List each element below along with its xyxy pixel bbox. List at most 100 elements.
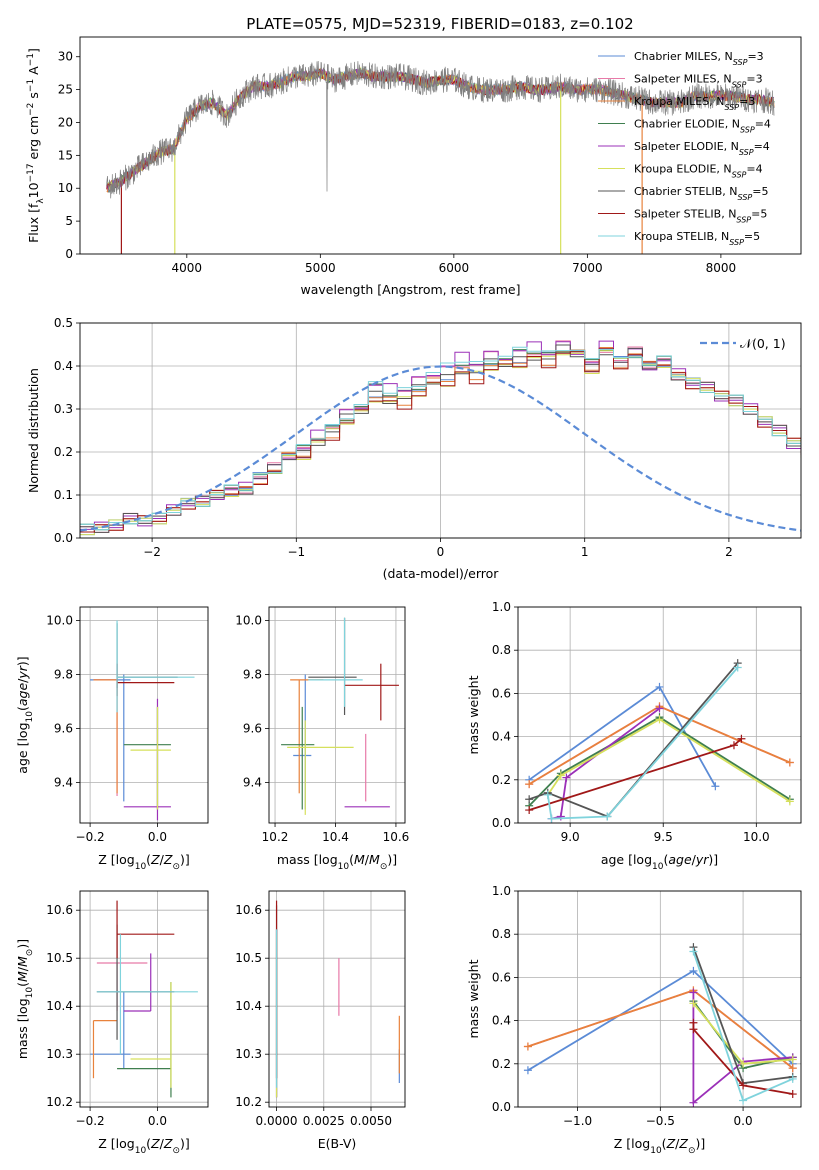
x-tick-label: 9.0 — [561, 830, 580, 844]
legend-suffix: =5 — [751, 208, 767, 221]
plot-area-spectrum — [106, 60, 775, 254]
y-tick-label: 10.5 — [46, 951, 73, 965]
x-tick-label: 0.0 — [148, 830, 167, 844]
x-tick-label: 10.4 — [322, 830, 349, 844]
legend-text: Kroupa STELIB, N — [634, 230, 729, 243]
legend-suffix: =5 — [752, 185, 768, 198]
weight-marker-salpeter_stelib — [739, 1081, 748, 1090]
x-tick-label: −0.5 — [646, 1114, 675, 1128]
plot-area-mass_vs_Z — [90, 900, 198, 1098]
x-tick-label: 6000 — [439, 261, 470, 275]
weight-marker-salpeter_stelib — [729, 741, 738, 750]
y-tick-label: 9.4 — [54, 776, 73, 790]
y-tick-label: 9.6 — [54, 722, 73, 736]
label-part: Z — [678, 1136, 688, 1151]
weight-marker-kroupa_stelib — [547, 814, 556, 823]
label-part: / — [160, 1136, 165, 1151]
label-part: / — [15, 966, 30, 971]
y-tick-label: 0.8 — [492, 927, 511, 941]
label-part: ( — [15, 706, 30, 711]
y-tick-label: 10.3 — [235, 1047, 262, 1061]
axes-frame — [268, 890, 406, 1108]
y-tick-label: 0.0 — [54, 531, 73, 545]
legend-entry: Kroupa ELODIE, NSSP=4 — [634, 163, 763, 180]
weight-marker-kroupa_stelib — [543, 790, 552, 799]
y-axis-label: Flux [fλ10−17 erg cm−2 s−1 A−1] — [26, 48, 46, 243]
y-tick-label: 15 — [58, 148, 73, 162]
legend-suffix: =4 — [755, 118, 771, 131]
legend-entry: Kroupa STELIB, NSSP=5 — [634, 230, 760, 247]
label-part: 10 — [652, 862, 664, 872]
y-tick-label: 10.4 — [235, 999, 262, 1013]
label-part: 10 — [135, 862, 147, 872]
legend-entry: Salpeter ELODIE, NSSP=4 — [634, 140, 770, 157]
weight-marker-kroupa_elodie — [556, 771, 565, 780]
label-part: / — [15, 678, 30, 683]
x-tick-label: −1 — [287, 545, 305, 559]
weight-marker-salpeter_stelib — [788, 1090, 797, 1099]
x-tick-label: 0.0050 — [350, 1114, 392, 1128]
y-tick-label: 9.8 — [54, 668, 73, 682]
legend-text: Chabrier STELIB, N — [634, 185, 738, 198]
legend-text: Salpeter ELODIE, N — [634, 140, 739, 153]
y-axis-label: mass weight — [466, 959, 481, 1038]
label-part: age — [15, 683, 30, 707]
y-tick-label: 30 — [58, 50, 73, 64]
y-tick-label: 0.6 — [492, 686, 511, 700]
label-part: )] — [387, 852, 397, 867]
label-part: Z — [666, 1136, 676, 1151]
legend-subscript: SSP — [740, 125, 755, 134]
y-tick-label: 10.5 — [235, 951, 262, 965]
weight-marker-salpeter_stelib — [689, 1025, 698, 1034]
weight-marker-salpeter_elodie — [689, 1098, 698, 1107]
y-tick-label: 0.2 — [54, 445, 73, 459]
y-tick-label: 0.3 — [54, 402, 73, 416]
legend-text: Kroupa MILES, N — [634, 95, 724, 108]
x-tick-label: 0.0 — [734, 1114, 753, 1128]
normal-curve-line — [80, 365, 801, 532]
legend-text: Chabrier ELODIE, N — [634, 118, 740, 131]
grid-mass_vs_Z — [80, 891, 208, 1107]
weight-marker-chabrier_miles — [711, 782, 720, 791]
x-tick-label: 7000 — [572, 261, 603, 275]
plot-area-weights_vs_age — [525, 659, 794, 823]
label-part: )] — [180, 852, 190, 867]
label-part: )] — [695, 1136, 705, 1151]
label-part: / — [692, 852, 697, 867]
x-tick-label: 0 — [437, 545, 445, 559]
y-tick-label: 0.4 — [54, 359, 73, 373]
weight-marker-kroupa_miles — [788, 1064, 797, 1073]
axes-frame — [517, 890, 802, 1108]
label-part: M — [354, 852, 365, 867]
x-tick-label: −1.0 — [563, 1114, 592, 1128]
y-tick-label: 0.0 — [492, 816, 511, 830]
x-axis-label: Z [log10(Z/Z⊙)] — [98, 852, 190, 872]
y-tick-label: 0.6 — [492, 970, 511, 984]
weight-line-kroupa_stelib — [546, 666, 739, 820]
weight-marker-kroupa_miles — [523, 1042, 532, 1051]
y-tick-label: 10.3 — [46, 1047, 73, 1061]
y-tick-label: 0.4 — [492, 730, 511, 744]
label-part: 10 — [26, 182, 41, 198]
label-part: ( — [349, 852, 354, 867]
legend-suffix: =5 — [744, 230, 760, 243]
legend-suffix: =4 — [754, 140, 770, 153]
label-part: age — [668, 852, 692, 867]
weight-marker-salpeter_stelib — [737, 734, 746, 743]
x-tick-label: 4000 — [172, 261, 203, 275]
label-part: Z [log — [98, 1136, 134, 1151]
plot-area-mass_vs_ebv — [275, 900, 400, 1098]
label-part: )] — [15, 656, 30, 666]
weight-marker-chabrier_miles — [689, 966, 698, 975]
weight-marker-kroupa_miles — [525, 780, 534, 789]
x-axis-label: mass [log10(M/M⊙)] — [277, 852, 397, 872]
x-tick-label: 10.6 — [383, 830, 410, 844]
label-part: age [log — [601, 852, 652, 867]
label-part: 10 — [25, 987, 35, 999]
hist-step-kroupa_stelib — [80, 346, 801, 531]
weight-line-salpeter_elodie — [692, 992, 793, 1105]
label-part: Z [log — [614, 1136, 650, 1151]
legend-label-normal: 𝒩(0, 1) — [740, 336, 786, 351]
weight-marker-kroupa_stelib — [788, 1074, 797, 1083]
y-tick-label: 0 — [65, 247, 73, 261]
